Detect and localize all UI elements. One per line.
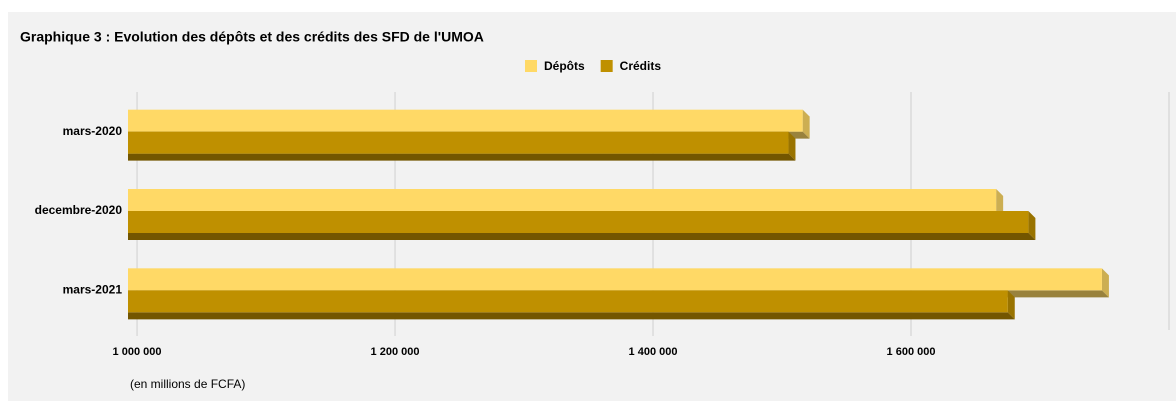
bar-side: [996, 189, 1004, 218]
x-tick-label: 1 600 000: [887, 346, 936, 358]
bar-side: [1101, 268, 1109, 298]
bar-bottom: [128, 153, 796, 161]
bar-side: [788, 131, 796, 161]
y-tick-label: decembre-2020: [35, 203, 123, 217]
legend-label: Dépôts: [544, 59, 585, 73]
bar: [128, 268, 1102, 291]
bar: [128, 131, 789, 154]
y-tick-label: mars-2021: [63, 283, 123, 297]
bar-bottom: [128, 233, 1036, 240]
bar-side: [1007, 290, 1015, 320]
x-tick-label: 1 000 000: [113, 346, 162, 358]
legend-swatch: [525, 60, 537, 72]
bar-bottom: [128, 312, 1015, 320]
bar-side: [1028, 211, 1036, 240]
chart-title: Graphique 3 : Evolution des dépôts et de…: [20, 29, 484, 45]
x-axis-label: (en millions de FCFA): [130, 377, 245, 391]
bar: [128, 109, 803, 132]
legend-swatch: [600, 60, 613, 72]
y-tick-label: mars-2020: [63, 124, 123, 138]
bar: [128, 290, 1008, 313]
legend-label: Crédits: [620, 59, 662, 73]
bar: [128, 189, 997, 211]
x-tick-label: 1 200 000: [371, 346, 420, 358]
x-tick-label: 1 400 000: [629, 346, 678, 358]
bar-side: [802, 109, 810, 139]
bar: [128, 211, 1029, 233]
